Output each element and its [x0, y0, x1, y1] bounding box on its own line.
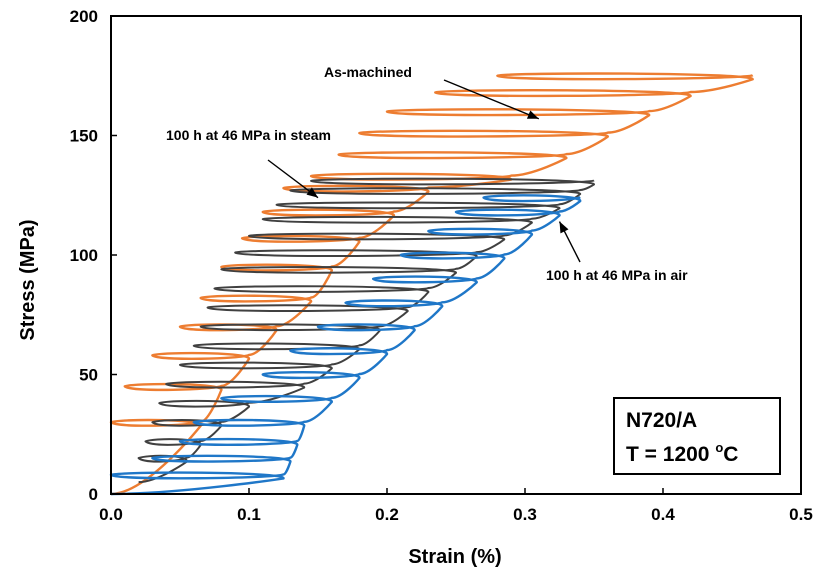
- annotation-arrow-head: [559, 221, 569, 234]
- x-axis-ticks: 0.0 0.1 0.2 0.3 0.4 0.5: [99, 488, 813, 524]
- annotation-arrow-head: [526, 110, 539, 119]
- info-box-frame: [613, 397, 781, 475]
- annotation-air: 100 h at 46 MPa in air: [546, 267, 688, 283]
- annotation-arrow-line: [443, 79, 540, 120]
- x-tick-label: 0.2: [375, 505, 399, 524]
- info-box-temperature: T = 1200 oC: [626, 440, 738, 466]
- annotation-steam: 100 h at 46 MPa in steam: [166, 127, 331, 143]
- annotation-as-machined: As-machined: [324, 64, 412, 80]
- x-tick-label: 0.5: [789, 505, 813, 524]
- y-tick-label: 200: [70, 7, 98, 26]
- x-axis-title: Strain (%): [408, 546, 501, 568]
- y-tick-label: 0: [89, 485, 98, 504]
- y-tick-label: 100: [70, 246, 98, 265]
- series-layer: [109, 72, 754, 496]
- y-axis-title: Stress (MPa): [17, 219, 39, 340]
- y-tick-label: 150: [70, 127, 98, 146]
- annotations: As-machined 100 h at 46 MPa in steam 100…: [166, 64, 688, 283]
- series-line-3: [109, 194, 582, 496]
- series-line-2: [137, 177, 596, 484]
- x-tick-label: 0.0: [99, 505, 123, 524]
- y-axis-ticks: 0 50 100 150 200: [70, 7, 117, 504]
- x-tick-label: 0.4: [651, 505, 675, 524]
- x-tick-label: 0.3: [513, 505, 537, 524]
- x-tick-label: 0.1: [237, 505, 261, 524]
- info-box-material: N720/A: [626, 409, 697, 432]
- y-tick-label: 50: [79, 366, 98, 385]
- info-box: N720/A T = 1200 oC: [613, 397, 781, 475]
- series-line-1: [109, 72, 754, 496]
- annotation-arrow-head: [306, 187, 318, 198]
